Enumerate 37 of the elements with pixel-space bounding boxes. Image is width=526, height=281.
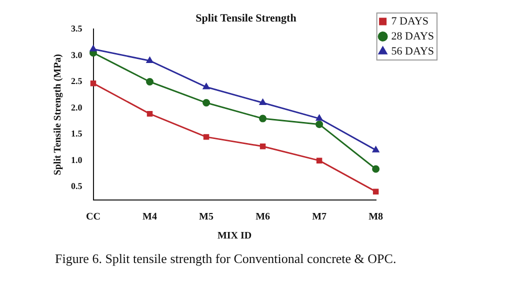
x-axis-title: MIX ID <box>217 230 252 242</box>
legend-label: 56 DAYS <box>391 45 434 58</box>
y-tick-label: 3.0 <box>71 50 83 60</box>
point <box>90 45 97 52</box>
y-axis-title: Split Tensile Strength (MPa) <box>52 54 64 176</box>
y-tick-label: 1.5 <box>71 128 83 139</box>
legend-label: 28 DAYS <box>391 30 434 42</box>
point <box>372 146 380 152</box>
point <box>146 110 153 117</box>
x-tick-label: M6 <box>256 212 270 223</box>
point <box>90 80 96 86</box>
point <box>372 188 379 194</box>
point <box>316 114 323 121</box>
x-tick-label: M7 <box>312 212 327 223</box>
point <box>202 99 210 107</box>
point <box>203 134 210 140</box>
point <box>372 165 380 173</box>
chart-title: Split Tensile Strength <box>196 12 296 24</box>
y-tick-label: 2.0 <box>71 102 83 112</box>
point <box>316 158 322 164</box>
y-tick-label: 3.5 <box>71 24 83 34</box>
point <box>259 114 267 122</box>
point <box>316 120 324 128</box>
x-tick-label: M4 <box>142 212 157 223</box>
point <box>146 78 154 86</box>
legend-label: 7 DAYS <box>391 15 429 28</box>
caption: Figure 6. Split tensile strength for Conventional concrete & OPC. <box>55 251 396 267</box>
y-tick-label: 1.0 <box>71 154 83 165</box>
y-tick-label: 0.5 <box>71 181 83 192</box>
x-tick-label: M5 <box>199 212 214 223</box>
point <box>259 99 266 106</box>
point <box>146 56 154 63</box>
y-tick-label: 2.5 <box>71 76 83 86</box>
point <box>202 83 210 90</box>
x-tick-label: M8 <box>368 212 384 223</box>
point <box>260 144 266 150</box>
x-tick-label: CC <box>86 212 100 223</box>
